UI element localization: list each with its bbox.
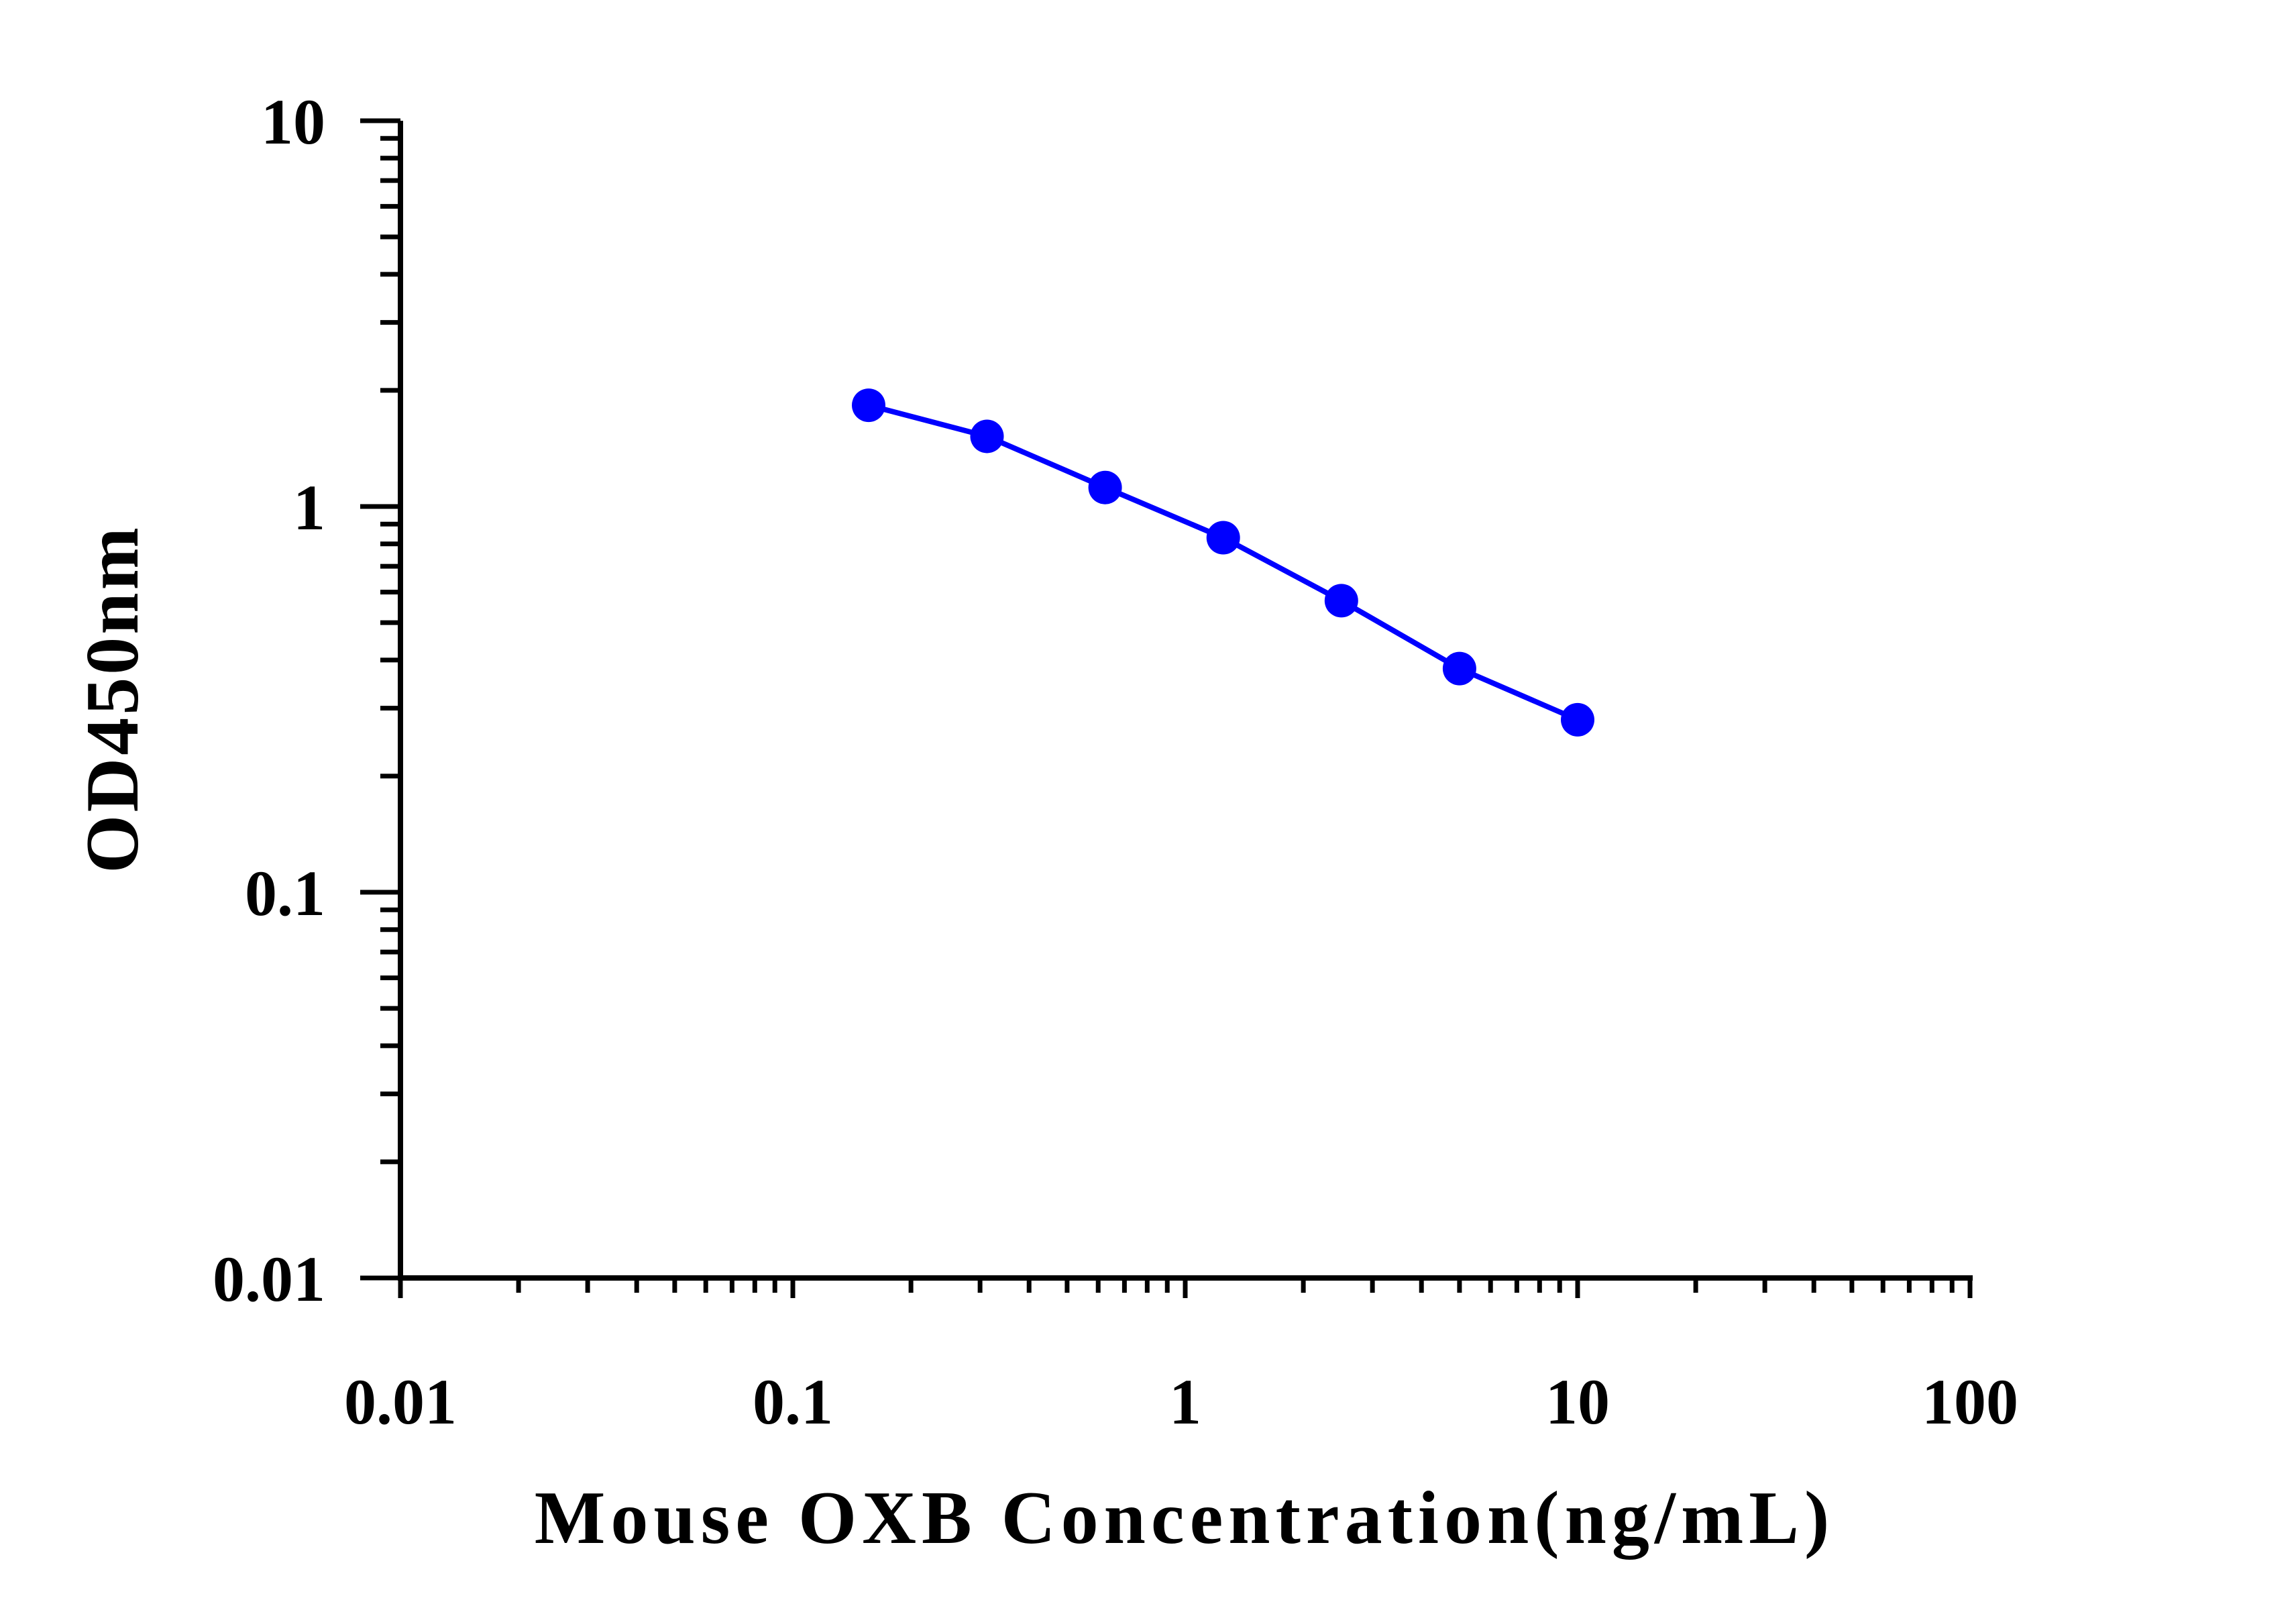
x-tick-label: 0.01 <box>344 1366 457 1438</box>
data-point <box>851 388 885 423</box>
data-point <box>970 419 1004 453</box>
y-tick-label: 0.1 <box>245 857 325 929</box>
y-tick-label: 10 <box>261 86 325 158</box>
labels-layer: 0.01 0.1 1 10 100 0.01 0.1 1 10 <box>213 86 2018 1438</box>
x-tick-label: 1 <box>1169 1366 1201 1438</box>
series-layer <box>851 388 1594 737</box>
axes-layer <box>398 121 1973 1281</box>
x-tick-label: 100 <box>1922 1366 2018 1438</box>
ticks-layer <box>360 118 1973 1298</box>
y-tick-label: 1 <box>293 472 325 543</box>
data-point <box>1561 702 1594 737</box>
y-axis-title: OD450nm <box>71 525 154 873</box>
x-tick-label: 10 <box>1545 1366 1610 1438</box>
x-axis-title: Mouse OXB Concentration(ng/mL) <box>535 1477 1835 1560</box>
y-tick-label: 0.01 <box>213 1243 325 1315</box>
data-point <box>1206 521 1240 555</box>
data-point <box>1088 470 1122 504</box>
data-point <box>1324 584 1358 618</box>
data-point <box>1442 651 1476 686</box>
x-tick-label: 0.1 <box>753 1366 833 1438</box>
